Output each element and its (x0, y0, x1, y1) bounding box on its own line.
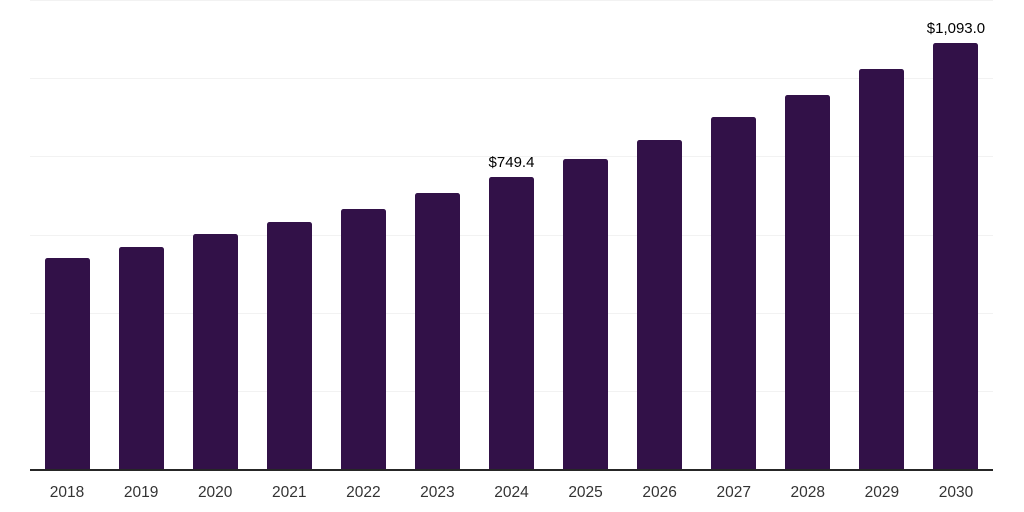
x-tick-2024: 2024 (494, 484, 529, 501)
x-tick-2019: 2019 (123, 484, 159, 501)
gridline-1200 (30, 0, 993, 1)
bar-2021 (266, 221, 312, 470)
bar-2022 (340, 208, 386, 470)
bar-2020 (192, 233, 238, 470)
x-tick-2021: 2021 (272, 484, 307, 501)
x-tick-2029: 2029 (864, 484, 900, 501)
x-tick-2023: 2023 (420, 484, 455, 501)
bar-2027 (711, 117, 757, 470)
gridline-1000 (30, 78, 993, 80)
x-axis-line (30, 469, 993, 471)
x-tick-2030: 2030 (938, 484, 974, 501)
bar-2018 (44, 258, 90, 470)
bar-2024 (489, 177, 534, 470)
bar-2025 (563, 159, 609, 470)
bar-2030 (933, 42, 979, 470)
bar-2019 (118, 246, 164, 470)
value-label-2024: $749.4 (488, 154, 535, 172)
x-tick-2020: 2020 (197, 484, 233, 501)
gridline-800 (30, 156, 993, 158)
bar-2029 (859, 69, 905, 470)
bar-2026 (637, 140, 683, 470)
value-label-2030: $1,093.0 (926, 19, 986, 37)
x-tick-2027: 2027 (716, 484, 751, 501)
x-tick-2026: 2026 (642, 484, 677, 501)
bar-2023 (414, 192, 460, 470)
plot-area: $749.4 $1,093.0 (30, 0, 993, 470)
x-tick-2028: 2028 (790, 484, 826, 501)
bar-2028 (785, 95, 831, 470)
x-tick-2018: 2018 (49, 484, 85, 501)
x-tick-2022: 2022 (346, 484, 381, 501)
x-tick-2025: 2025 (568, 484, 603, 501)
